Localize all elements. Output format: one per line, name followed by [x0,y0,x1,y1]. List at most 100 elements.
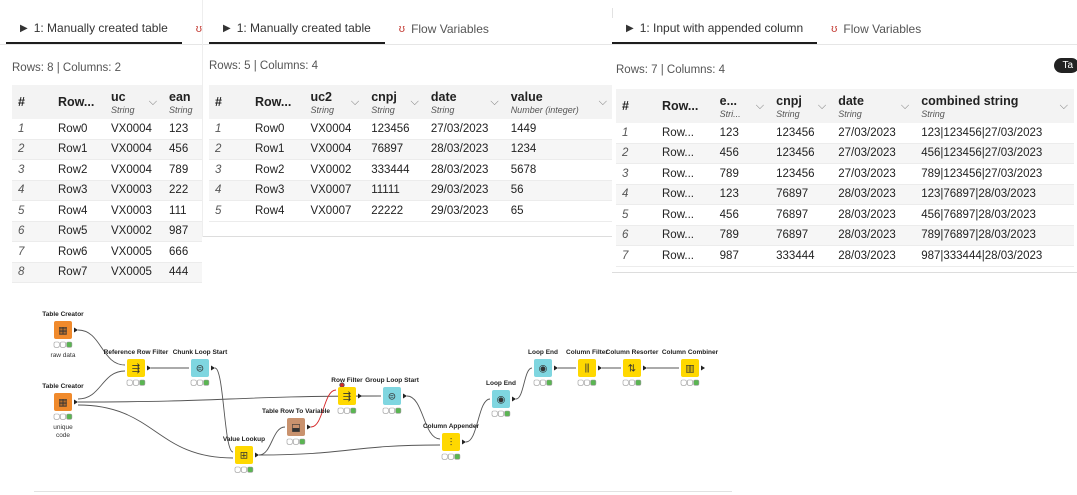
workflow-node-le1[interactable]: Loop End ◉ [486,380,516,417]
chevron-down-icon[interactable]: ⌵ [490,95,499,108]
chevron-down-icon[interactable]: ⌵ [900,99,910,112]
connection-ca-le1[interactable] [465,398,491,443]
output-port[interactable] [554,365,558,371]
column-header[interactable]: Row... [249,85,305,119]
table-row[interactable]: 1 Row0 VX0004 123456 27/03/2023 1449 [209,119,613,140]
column-header[interactable]: date String ⌵ [424,85,505,119]
node-body[interactable] [127,359,145,377]
table-row[interactable]: 4 Row3 VX0003 222 [12,180,202,201]
tab-output-table[interactable]: ▶ 1: Manually created table [6,14,182,44]
table-row[interactable]: 1 Row0 VX0004 123 [12,119,202,140]
column-header[interactable]: ean String [163,85,202,119]
table-row[interactable]: 3 Row... 789 123456 27/03/2023 789|123456|27/… [616,163,1074,185]
column-header[interactable]: cnpj String ⌵ [365,85,425,119]
workflow-node-rrf[interactable]: Reference Row Filter ⇶ [104,349,169,386]
table-row[interactable]: 3 Row2 VX0002 333444 28/03/2023 5678 [209,159,613,181]
node-body[interactable] [338,387,356,405]
column-header[interactable]: # [616,89,656,123]
connection-gls-ca[interactable] [406,395,441,440]
table-row[interactable]: 5 Row4 VX0003 111 [12,200,202,222]
node-body[interactable] [442,433,460,451]
output-port[interactable] [307,424,311,430]
node-body[interactable] [235,446,253,464]
table-row[interactable]: 4 Row3 VX0007 11111 29/03/2023 56 [209,180,613,201]
workflow-node-rf[interactable]: Row Filter ⇶ [331,377,363,414]
node-body[interactable] [54,393,72,411]
tab-flow-variables[interactable]: ʊ Flow Variables [817,14,935,44]
tab-output-table[interactable]: ▶ 1: Manually created table [209,14,385,44]
column-header[interactable]: e... Stri... ⌵ [713,89,771,123]
node-body[interactable] [492,390,510,408]
table-row[interactable]: 5 Row4 VX0007 22222 29/03/2023 65 [209,200,613,222]
column-header[interactable]: Row... [52,85,105,119]
output-port[interactable] [512,396,516,402]
workflow-node-cls[interactable]: Chunk Loop Start ⊜ [173,349,228,386]
table-row[interactable]: 1 Row... 123 123456 27/03/2023 123|123456|27/… [616,123,1074,144]
connection-cls-vl[interactable] [214,367,234,453]
table-row[interactable]: 6 Row... 789 76897 28/03/2023 789|76897|28/03… [616,225,1074,246]
table-row[interactable]: 4 Row... 123 76897 28/03/2023 123|76897|28/03… [616,184,1074,205]
output-port[interactable] [462,439,466,445]
column-header[interactable]: cnpj String ⌵ [770,89,833,123]
output-port[interactable] [211,365,215,371]
output-port[interactable] [701,365,705,371]
table-row[interactable]: 2 Row1 VX0004 456 [12,139,202,160]
connection-trv-rf[interactable] [310,389,337,428]
table-row[interactable]: 7 Row... 987 333444 28/03/2023 987|333444|28/… [616,245,1074,267]
chevron-down-icon[interactable]: ⌵ [350,95,360,108]
connection-vl-trv[interactable] [258,426,286,456]
workflow-node-vl[interactable]: Value Lookup ⊞ [223,436,265,473]
column-header[interactable]: date String ⌵ [832,89,916,123]
table-row[interactable]: 7 Row6 VX0005 666 [12,241,202,263]
table-row[interactable]: 6 Row5 VX0002 987 [12,221,202,242]
chevron-down-icon[interactable]: ⌵ [1059,99,1068,112]
column-header[interactable]: value Number (integer) ⌵ [504,85,613,119]
table-row[interactable]: 2 Row... 456 123456 27/03/2023 456|123456|27/… [616,143,1074,164]
output-port[interactable] [74,327,78,333]
column-header[interactable]: # [12,85,52,119]
workflow-node-tc1[interactable]: Table Creator ▦ raw data [42,311,84,359]
output-port[interactable] [147,365,151,371]
chevron-down-icon[interactable]: ⌵ [598,95,607,108]
chevron-down-icon[interactable]: ⌵ [755,99,765,112]
node-body[interactable] [191,359,209,377]
workflow-node-cc[interactable]: Column Combiner ▥ [662,349,719,386]
output-port[interactable] [255,452,259,458]
connection-vl-ca[interactable] [258,444,441,456]
output-port[interactable] [74,399,78,405]
workflow-node-cf[interactable]: Column Filter ⫼ [566,349,608,386]
workflow-node-ca[interactable]: Column Appender ⫶ [423,423,480,460]
chevron-down-icon[interactable]: ⌵ [148,95,158,108]
tab-output-table[interactable]: ▶ 1: Input with appended column [612,14,818,44]
node-body[interactable] [578,359,596,377]
workflow-node-cr[interactable]: Column Resorter ⇅ [606,349,659,386]
table-row[interactable]: 5 Row... 456 76897 28/03/2023 456|76897|28/03… [616,204,1074,226]
node-body[interactable] [54,321,72,339]
output-port[interactable] [643,365,647,371]
column-header[interactable]: uc2 String ⌵ [304,85,366,119]
table-row[interactable]: 3 Row2 VX0004 789 [12,159,202,181]
connection-tc1-rrf[interactable] [77,329,126,366]
chevron-down-icon[interactable]: ⌵ [817,99,827,112]
output-port[interactable] [403,393,407,399]
chevron-down-icon[interactable]: ⌵ [410,95,419,108]
node-body[interactable] [681,359,699,377]
connection-le1-le2[interactable] [515,367,533,400]
node-body[interactable] [383,387,401,405]
workflow-node-trv[interactable]: Table Row To Variable ⬓ [262,408,330,445]
connection-tc2-rrf[interactable] [77,370,126,400]
column-header[interactable]: Row... [656,89,714,123]
output-port[interactable] [358,393,362,399]
node-body[interactable] [623,359,641,377]
output-port[interactable] [598,365,602,371]
column-header[interactable]: combined string String ⌵ [915,89,1074,123]
node-body[interactable] [287,418,305,436]
table-row[interactable]: 2 Row1 VX0004 76897 28/03/2023 1234 [209,139,613,160]
column-header[interactable]: uc String ⌵ [105,85,164,119]
table-badge[interactable]: Ta [1054,58,1077,73]
workflow-canvas[interactable]: Table Creator ▦ raw data Table Creator ▦ uniq… [0,280,1077,495]
tab-flow-variables[interactable]: ʊ Flow Variables [385,14,503,44]
column-header[interactable]: # [209,85,249,119]
connection-tc2-gls[interactable] [77,395,382,403]
